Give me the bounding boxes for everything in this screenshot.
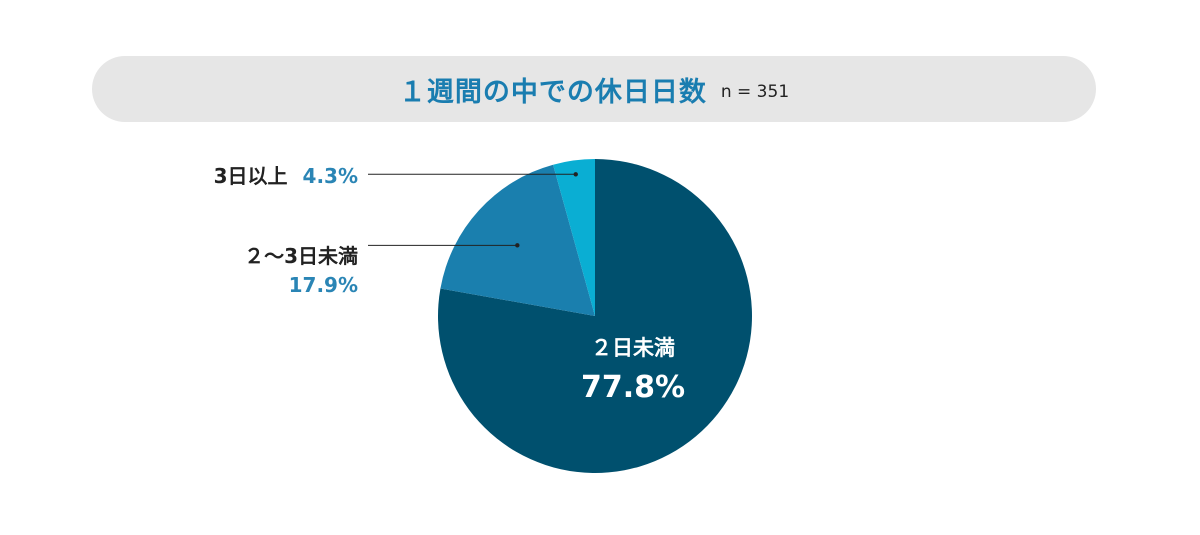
slice-percent-3-plus-days: 4.3% <box>303 164 358 188</box>
slice-label-row-3-plus-days: 3日以上 4.3% <box>214 164 358 188</box>
leader-lines <box>368 172 578 248</box>
leader-dot-3-plus-days <box>573 172 578 177</box>
slice-percent-2-to-3-days: 17.9% <box>289 273 358 297</box>
slice-percent-under-2-days: 77.8% <box>581 370 685 405</box>
leader-dot-2-to-3-days <box>515 243 520 248</box>
pie-slices <box>438 159 752 474</box>
slice-label-3-plus-days: 3日以上 <box>214 164 288 188</box>
chart-title: １週間の中での休日日数 <box>398 76 707 108</box>
sample-size-label: n = 351 <box>720 82 790 102</box>
pie-slice-3-plus-days <box>553 159 595 316</box>
chart-title-bar: １週間の中での休日日数 n = 351 <box>92 56 1096 122</box>
slice-label-2-to-3-days: ２〜3日未満 <box>244 244 358 268</box>
slice-label-under-2-days: ２日未満 <box>591 336 675 360</box>
pie-slice-2-to-3-days <box>440 164 595 316</box>
